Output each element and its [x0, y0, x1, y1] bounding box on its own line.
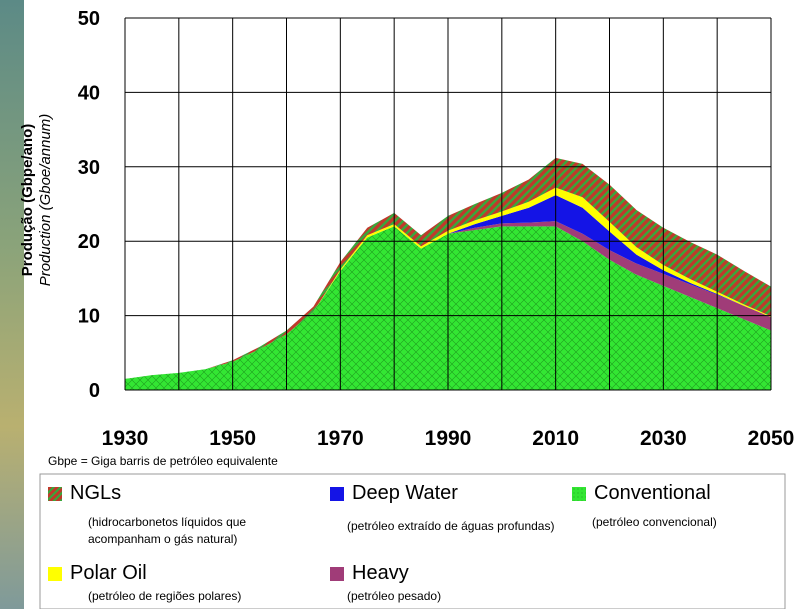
legend-swatch: [330, 487, 344, 501]
x-tick-label: 1970: [317, 427, 364, 450]
page: Produção (Gbpe/ano) Production (Gboe/ann…: [0, 0, 808, 609]
legend-swatch: [572, 487, 586, 501]
legend-label: Conventional: [594, 482, 711, 505]
legend-label: Polar Oil: [70, 562, 147, 585]
x-tick-label: 1930: [102, 427, 149, 450]
x-tick-label: 1990: [425, 427, 472, 450]
legend-label: NGLs: [70, 482, 121, 505]
legend-swatch: [48, 487, 62, 501]
note: Gbpe = Giga barris de petróleo equivalen…: [48, 454, 278, 468]
x-tick-label: 2050: [748, 427, 795, 450]
legend-description: (petróleo extraído de águas profundas): [347, 518, 557, 535]
y-axis-title: Produção (Gbpe/ano): [19, 124, 36, 277]
legend-description: (petróleo convencional): [592, 514, 782, 531]
side-image: [0, 0, 24, 609]
y-tick-label: 10: [78, 306, 100, 328]
x-tick-label: 2030: [640, 427, 687, 450]
y-tick-label: 0: [89, 380, 100, 402]
legend-swatch: [48, 567, 62, 581]
y-tick-label: 50: [78, 8, 100, 30]
legend-description: (petróleo de regiões polares): [88, 588, 318, 605]
y-tick-label: 40: [78, 82, 100, 104]
x-tick-label: 1950: [209, 427, 256, 450]
y-tick-label: 20: [78, 231, 100, 253]
y-tick-label: 30: [78, 157, 100, 179]
x-tick-label: 2010: [532, 427, 579, 450]
legend-description: (petróleo pesado): [347, 588, 557, 605]
legend-label: Heavy: [352, 562, 409, 585]
legend-description: (hidrocarbonetos líquidos que acompanham…: [88, 514, 303, 548]
y-axis-subtitle: Production (Gboe/annum): [37, 114, 54, 287]
legend-label: Deep Water: [352, 482, 458, 505]
legend-swatch: [330, 567, 344, 581]
